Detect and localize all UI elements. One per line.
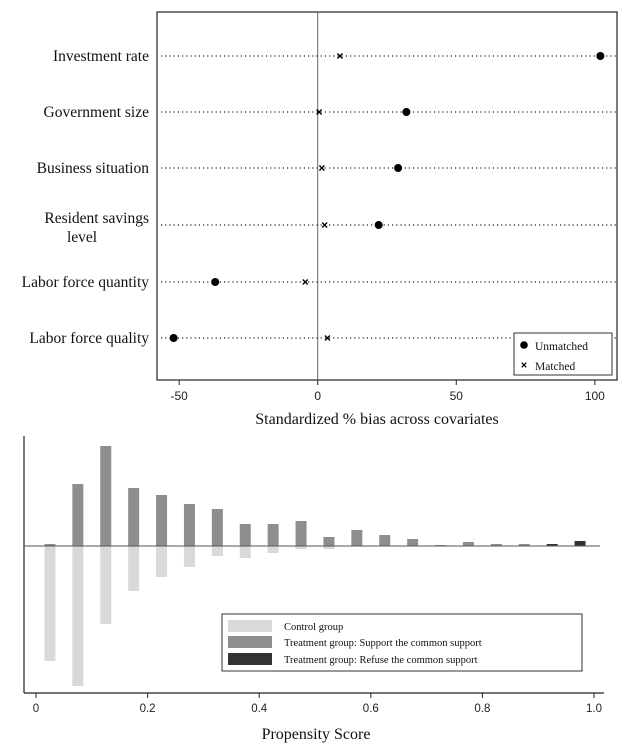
x-axis-label: Propensity Score xyxy=(262,726,371,743)
x-tick-label: 0 xyxy=(314,389,321,403)
control-group-bar xyxy=(100,546,112,624)
category-label-line: level xyxy=(67,229,97,246)
treatment-support-bar xyxy=(267,524,279,546)
matched-point xyxy=(336,53,343,59)
treatment-support-bar xyxy=(295,521,307,546)
legend-matched-label: Matched xyxy=(535,361,575,373)
unmatched-point xyxy=(596,52,605,60)
legend-matched-marker xyxy=(521,362,527,368)
legend-swatch-refuse xyxy=(228,653,272,665)
matched-point xyxy=(316,109,323,115)
treatment-support-bar xyxy=(183,504,195,546)
category-label-line: Labor force quality xyxy=(29,330,149,347)
control-group-bar xyxy=(72,546,84,686)
matched-point xyxy=(321,222,328,228)
matched-marker-stroke xyxy=(336,53,343,59)
x-tick-label: 0.6 xyxy=(363,703,379,715)
x-tick-label: 100 xyxy=(585,389,605,403)
legend-unmatched-marker xyxy=(520,341,528,349)
category-label-line: Investment rate xyxy=(53,48,149,65)
treatment-support-bar xyxy=(462,542,474,546)
x-tick-label: 0.4 xyxy=(251,703,268,715)
legend-unmatched-label: Unmatched xyxy=(535,341,588,353)
plot-frame xyxy=(156,11,618,381)
control-group-bar xyxy=(183,546,195,567)
category-label-line: Business situation xyxy=(37,160,150,177)
matched-marker-stroke xyxy=(318,165,325,171)
treatment-support-bar xyxy=(100,446,112,546)
matched-marker-stroke xyxy=(321,222,328,228)
unmatched-point xyxy=(374,221,383,229)
propensity-histogram: 0 0.2 0.4 0.6 0.8 1.0 Propensity Score Control … xyxy=(23,436,604,743)
matched-point xyxy=(324,335,331,341)
control-group-bar xyxy=(239,546,251,558)
control-group-bar xyxy=(295,546,307,549)
treatment-support-bar xyxy=(351,530,363,546)
legend-swatch-control xyxy=(228,620,272,632)
x-axis-label: Standardized % bias across covariates xyxy=(255,411,498,428)
control-group-bar xyxy=(44,546,56,661)
legend-label-refuse: Treatment group: Refuse the common suppo… xyxy=(284,655,478,666)
category-label-line: Labor force quantity xyxy=(22,274,150,291)
bias-dot-plot: -50 0 50 100 Standardized % bias across cova… xyxy=(22,11,618,428)
treatment-support-bar xyxy=(407,539,419,546)
treatment-support-bar xyxy=(379,535,391,546)
matched-marker-stroke xyxy=(324,335,331,341)
category-label: Business situation xyxy=(37,160,150,177)
treatment-support-bar xyxy=(518,544,530,546)
unmatched-point xyxy=(211,278,220,286)
matched-marker-stroke xyxy=(302,279,309,285)
matched-marker-stroke xyxy=(316,109,323,115)
control-group-bar xyxy=(128,546,140,591)
treatment-support-bar xyxy=(128,488,140,546)
unmatched-point xyxy=(402,108,411,116)
x-tick-label: 0.2 xyxy=(140,703,156,715)
x-tick-label: 0 xyxy=(33,703,39,715)
control-group-bar xyxy=(211,546,223,556)
treatment-support-bar xyxy=(323,537,335,546)
legend: Control group Treatment group: Support th… xyxy=(221,613,583,672)
x-tick-label: 1.0 xyxy=(586,703,602,715)
control-group-bar xyxy=(156,546,168,577)
category-label-line: Resident savings xyxy=(44,210,149,227)
legend-label-support: Treatment group: Support the common supp… xyxy=(284,638,482,649)
treatment-support-bar xyxy=(490,544,502,546)
unmatched-point xyxy=(169,334,178,342)
legend-swatch-support xyxy=(228,636,272,648)
category-label: Government size xyxy=(44,104,150,121)
legend-box xyxy=(513,332,613,376)
control-group-bar xyxy=(323,546,335,549)
treatment-support-bar xyxy=(239,524,251,546)
category-label: Labor force quantity xyxy=(22,274,150,291)
legend: Unmatched Matched xyxy=(513,332,613,376)
category-label: Investment rate xyxy=(53,48,149,65)
x-tick-label: 0.8 xyxy=(474,703,490,715)
treatment-support-bar xyxy=(211,509,223,546)
legend-box xyxy=(221,613,583,672)
control-group-bar xyxy=(267,546,279,553)
legend-label-control: Control group xyxy=(284,622,343,633)
category-label: Labor force quality xyxy=(29,330,149,347)
matched-point xyxy=(318,165,325,171)
treatment-support-bar xyxy=(156,495,168,546)
x-tick-label: -50 xyxy=(170,389,188,403)
x-tick-label: 50 xyxy=(450,389,464,403)
matched-point xyxy=(302,279,309,285)
category-label: Resident savings level xyxy=(44,210,149,246)
treatment-refuse-bar xyxy=(574,541,586,546)
treatment-support-bar xyxy=(44,544,56,546)
treatment-refuse-bar xyxy=(546,544,558,546)
category-label-line: Government size xyxy=(44,104,150,121)
treatment-support-bar xyxy=(72,484,84,546)
unmatched-point xyxy=(394,164,403,172)
